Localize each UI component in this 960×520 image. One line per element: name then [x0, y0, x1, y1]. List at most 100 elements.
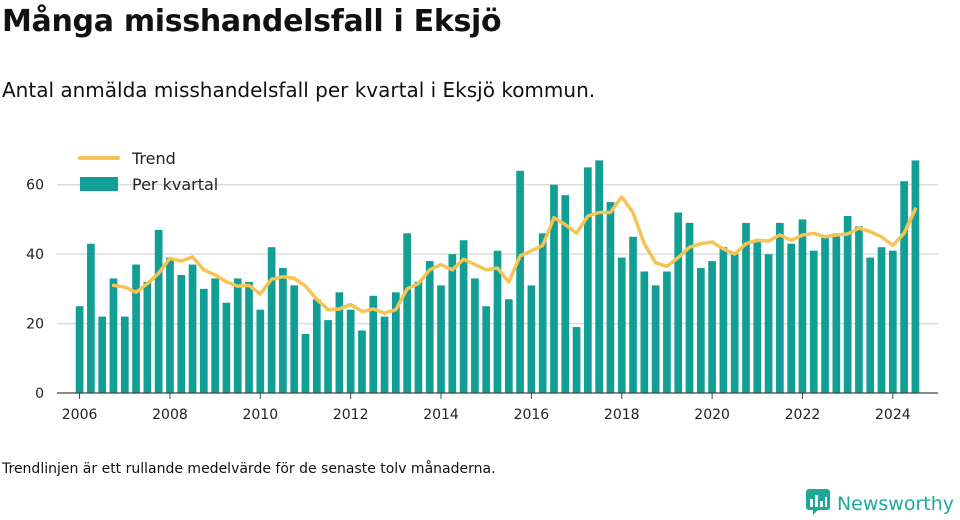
- bar: [753, 240, 762, 393]
- bar: [550, 184, 558, 393]
- bar: [414, 281, 423, 393]
- bar: [866, 257, 875, 393]
- bar: [358, 330, 366, 393]
- bar: [730, 254, 739, 393]
- chart: 0 20 40 60 2006 2008 2010 2012 2014 2016 2018 2020 2…: [26, 149, 938, 423]
- bar: [651, 285, 660, 393]
- legend-trend-label: Trend: [131, 149, 176, 168]
- x-tick-label: 2024: [875, 407, 911, 423]
- bar: [222, 302, 231, 393]
- bar: [279, 268, 287, 393]
- x-tick-label: 2006: [62, 407, 98, 423]
- bar: [855, 226, 863, 393]
- bar: [787, 243, 796, 393]
- bar: [595, 160, 603, 393]
- bar: [267, 247, 276, 393]
- bar: [312, 299, 321, 393]
- bar: [120, 316, 129, 393]
- brand[interactable]: Newsworthy: [805, 488, 954, 520]
- bar: [809, 250, 818, 393]
- bar: [764, 254, 773, 393]
- axes: 0 20 40 60 2006 2008 2010 2012 2014 2016 2018 2020 2…: [26, 178, 938, 423]
- bar: [154, 229, 163, 393]
- bar: [843, 215, 852, 393]
- chart-subtitle: Antal anmälda misshandelsfall per kvarta…: [2, 78, 596, 102]
- x-tick-label: 2010: [242, 407, 278, 423]
- bar: [290, 285, 299, 393]
- bar: [538, 233, 547, 393]
- bar: [572, 327, 581, 393]
- bar: [561, 195, 570, 393]
- bar: [708, 261, 716, 393]
- bar: [437, 285, 445, 393]
- bar: [199, 288, 208, 393]
- x-tick-label: 2012: [333, 407, 369, 423]
- bar: [832, 233, 841, 393]
- bar: [640, 271, 649, 393]
- bar: [516, 170, 524, 393]
- bar: [109, 278, 118, 393]
- trend-line: [111, 195, 918, 315]
- bar: [177, 274, 186, 393]
- bar: [132, 264, 140, 393]
- bar: [888, 250, 897, 393]
- bar: [369, 295, 378, 393]
- footnote: Trendlinjen är ett rullande medelvärde f…: [2, 461, 496, 477]
- bar: [335, 292, 344, 393]
- bar: [685, 222, 694, 393]
- bar: [606, 202, 615, 393]
- bar: [629, 236, 637, 393]
- bar: [245, 281, 253, 393]
- bar: [87, 243, 95, 393]
- bar: [493, 250, 502, 393]
- bar: [425, 261, 434, 393]
- bar: [392, 292, 400, 393]
- bar: [482, 306, 491, 393]
- bar: [301, 333, 310, 393]
- bar: [742, 222, 750, 393]
- bar: [403, 233, 411, 393]
- bar: [448, 254, 457, 393]
- legend-bars-label: Per kvartal: [132, 175, 218, 194]
- bar: [663, 271, 671, 393]
- bar: [527, 285, 536, 393]
- newsworthy-logo-icon: [805, 488, 831, 520]
- trend-line-group: [111, 195, 918, 315]
- bar: [459, 240, 468, 393]
- bar: [900, 181, 908, 393]
- x-tick-label: 2022: [785, 407, 821, 423]
- x-tick-label: 2014: [423, 407, 459, 423]
- bar: [98, 316, 107, 393]
- chart-title: Många misshandelsfall i Eksjö: [2, 4, 502, 39]
- legend: Trend Per kvartal: [78, 149, 218, 194]
- bar: [584, 167, 592, 393]
- legend-bars-swatch: [80, 177, 118, 191]
- bar: [256, 309, 265, 393]
- bar: [346, 309, 355, 393]
- bar: [911, 160, 920, 393]
- bar: [233, 278, 242, 393]
- x-tick-label: 2008: [152, 407, 188, 423]
- bar: [821, 236, 829, 393]
- bar: [211, 278, 219, 393]
- brand-name: Newsworthy: [836, 493, 954, 515]
- bar: [719, 247, 728, 393]
- x-tick-label: 2018: [604, 407, 640, 423]
- bar: [504, 299, 513, 393]
- bar: [188, 264, 197, 393]
- bar: [471, 278, 479, 393]
- x-tick-label: 2020: [694, 407, 730, 423]
- bar: [617, 257, 626, 393]
- y-tick-label: 60: [26, 178, 44, 194]
- bar: [877, 247, 886, 393]
- bars: [75, 160, 920, 393]
- bar: [380, 316, 389, 393]
- bar: [696, 268, 705, 393]
- bar: [776, 222, 784, 393]
- bar: [143, 281, 152, 393]
- bar: [75, 306, 84, 393]
- y-tick-label: 20: [26, 317, 44, 333]
- y-tick-label: 40: [26, 247, 44, 263]
- y-tick-label: 0: [35, 386, 44, 402]
- bar: [798, 219, 807, 393]
